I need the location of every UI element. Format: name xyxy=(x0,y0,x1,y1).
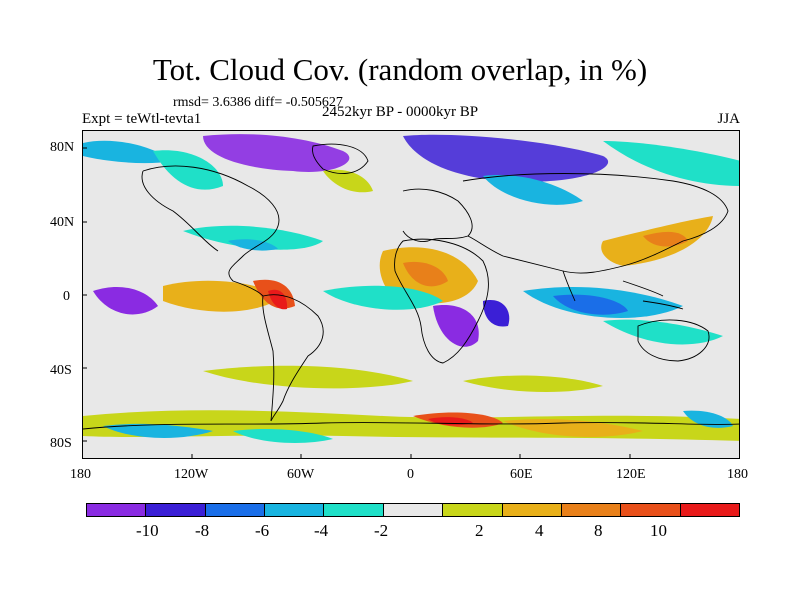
colorbar-label-neg8: -8 xyxy=(195,521,210,540)
season-label: JJA xyxy=(717,111,740,127)
colorbar-swatch-6 xyxy=(442,504,502,516)
lat-label-40s: 40S xyxy=(50,363,72,378)
colorbar xyxy=(86,503,740,517)
lon-label-120w: 120W xyxy=(174,467,209,482)
lon-label-180e: 180 xyxy=(727,467,748,482)
colorbar-swatch-10 xyxy=(679,504,739,516)
stats-text: rmsd= 3.6386 diff= -0.505627 xyxy=(173,95,343,110)
colorbar-swatch-8 xyxy=(560,504,621,516)
colorbar-label-8: 8 xyxy=(594,521,603,540)
coastlines xyxy=(83,143,739,430)
coastline-asia xyxy=(462,173,729,274)
lon-label-60e: 60E xyxy=(510,467,533,482)
lat-label-40n: 40N xyxy=(50,215,75,230)
anomaly-fields xyxy=(83,134,739,443)
colorbar-swatch-4 xyxy=(323,504,383,516)
period-label: 2452kyr BP - 0000kyr BP xyxy=(322,104,479,120)
coastline-north-america xyxy=(142,165,280,297)
axis-ticks xyxy=(82,147,631,459)
colorbar-label-4: 4 xyxy=(535,521,544,540)
cloud-cover-anomaly-map xyxy=(83,131,739,458)
lat-label-80n: 80N xyxy=(50,140,75,155)
colorbar-swatch-1 xyxy=(145,504,205,516)
coastline-africa xyxy=(394,238,489,364)
coastline-south-america xyxy=(262,294,324,422)
lon-label-180w: 180 xyxy=(70,467,91,482)
experiment-label: Expt = teWtl-tevta1 xyxy=(82,111,202,127)
coastline-greenland xyxy=(312,143,369,174)
lon-label-120e: 120E xyxy=(616,467,646,482)
colorbar-swatch-7 xyxy=(501,504,561,516)
map-title: Tot. Cloud Cov. (random overlap, in %) xyxy=(152,52,648,87)
colorbar-label-neg6: -6 xyxy=(255,521,270,540)
colorbar-label-neg10: -10 xyxy=(136,521,159,540)
colorbar-swatch-3 xyxy=(264,504,324,516)
colorbar-label-neg2: -2 xyxy=(374,521,389,540)
lon-label-0: 0 xyxy=(407,467,414,482)
colorbar-swatch-9 xyxy=(620,504,680,516)
colorbar-swatch-0 xyxy=(87,504,146,516)
coastline-antarctica xyxy=(83,422,739,430)
colorbar-label-neg4: -4 xyxy=(314,521,329,540)
lat-label-0: 0 xyxy=(63,289,70,304)
lat-label-80s: 80S xyxy=(50,436,72,451)
lon-label-60w: 60W xyxy=(287,467,315,482)
colorbar-swatch-2 xyxy=(204,504,265,516)
colorbar-swatch-5 xyxy=(382,504,443,516)
map-panel xyxy=(82,130,740,459)
coastline-australia xyxy=(637,319,710,362)
colorbar-label-2: 2 xyxy=(475,521,484,540)
colorbar-label-10: 10 xyxy=(650,521,667,540)
coastline-indonesia xyxy=(622,280,684,310)
